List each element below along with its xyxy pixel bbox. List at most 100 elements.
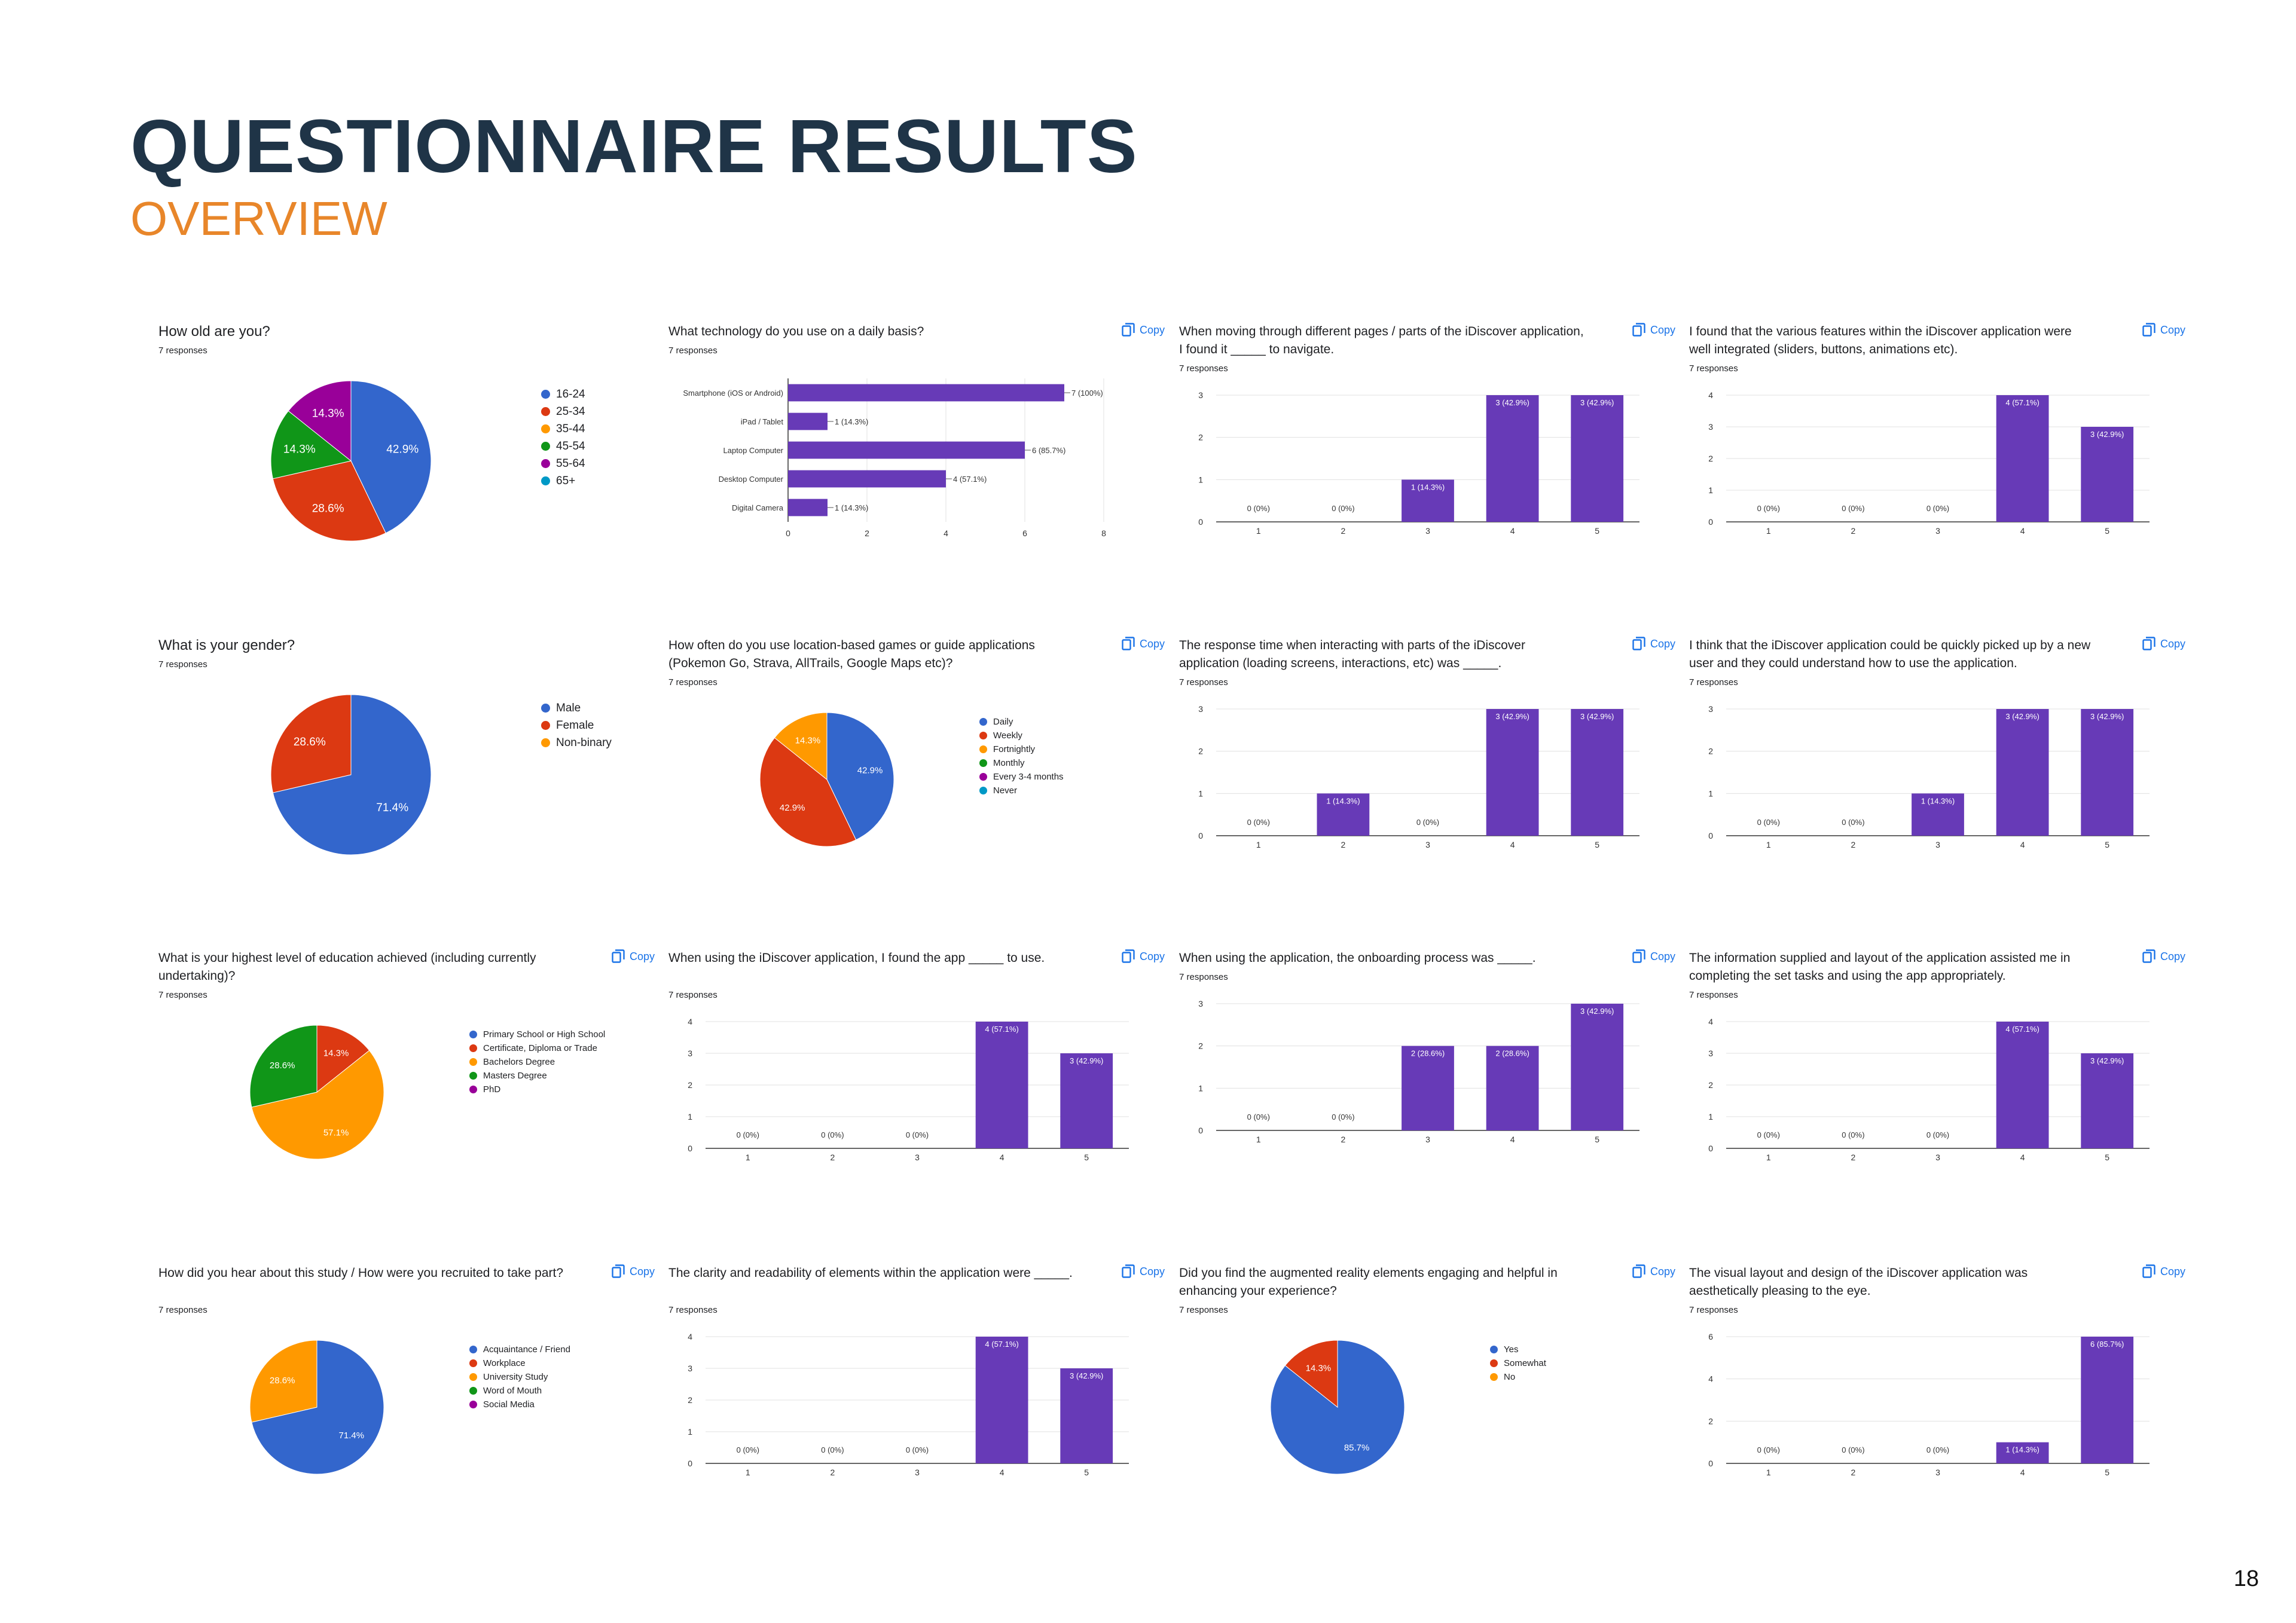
- slice-label: 28.6%: [270, 1060, 295, 1071]
- chart-title: When using the iDiscover application, I …: [668, 951, 1045, 965]
- pie-slice: [288, 380, 352, 462]
- bar: [1402, 1046, 1454, 1130]
- legend-swatch: [541, 407, 550, 416]
- response-count: 7 responses: [158, 1305, 207, 1315]
- copy-button[interactable]: Copy: [2142, 949, 2185, 964]
- legend-item: 65+: [541, 472, 585, 490]
- legend-swatch: [979, 773, 987, 781]
- x-tick-label: 6: [1022, 528, 1027, 538]
- legend-label: Fortnightly: [993, 744, 1036, 754]
- copy-button[interactable]: Copy: [2142, 323, 2185, 337]
- x-tick-label: 1: [1766, 1153, 1771, 1162]
- bar-chart: 0 1 2 3 0 (0%) 1 0 (0%) 2 1 (14.3%) 3 3 (42.9%) 4 3 …: [1198, 390, 1639, 536]
- chart-title: The visual layout and design of the iDis…: [1689, 1266, 2028, 1298]
- chart-card-onboarding: When using the application, the onboardi…: [1179, 949, 1681, 1242]
- pie-slice: [272, 694, 432, 855]
- chart-legend: Primary School or High School Certificate…: [469, 1028, 605, 1096]
- slice-label: 42.9%: [857, 766, 883, 776]
- copy-button[interactable]: Copy: [1122, 637, 1165, 651]
- chart-card-information_layout: The information supplied and layout of t…: [1689, 949, 2191, 1242]
- copy-icon: [2142, 637, 2155, 650]
- x-tick-label: 3: [1935, 1468, 1940, 1477]
- x-tick-label: 3: [1935, 526, 1940, 536]
- x-tick-label: 3: [1425, 526, 1430, 536]
- page-subtitle: OVERVIEW: [130, 192, 387, 245]
- bar-value-label: 0 (0%): [1332, 504, 1354, 513]
- copy-button[interactable]: Copy: [612, 1264, 655, 1279]
- y-tick-label: 3: [1198, 390, 1203, 400]
- pie-slice: [270, 694, 352, 793]
- legend-label: Monthly: [993, 758, 1025, 768]
- x-tick-label: 2: [865, 528, 869, 538]
- category-label: Smartphone (iOS or Android): [683, 389, 783, 398]
- chart-title: How often do you use location-based game…: [668, 638, 1035, 670]
- chart-legend: Yes Somewhat No: [1490, 1343, 1546, 1384]
- x-tick-label: 4: [1510, 526, 1515, 536]
- x-tick-label: 2: [831, 1153, 835, 1162]
- copy-icon: [1632, 949, 1645, 963]
- chart-title: Did you find the augmented reality eleme…: [1179, 1266, 1558, 1298]
- bar-value-label: 3 (42.9%): [2090, 430, 2124, 439]
- copy-button[interactable]: Copy: [1122, 1264, 1165, 1279]
- copy-label: Copy: [2160, 323, 2185, 336]
- y-tick-label: 0: [1708, 1459, 1713, 1468]
- legend-swatch: [469, 1044, 477, 1052]
- y-tick-label: 4: [688, 1332, 692, 1341]
- legend-swatch: [469, 1346, 477, 1353]
- bar: [2081, 1053, 2134, 1148]
- pie-chart: 42.9% 42.9% 14.3%: [759, 712, 894, 847]
- bar-chart: 0 2 4 6 0 (0%) 1 0 (0%) 2 0 (0%) 3 1 (14.3%) 4 6 (85…: [1708, 1332, 2150, 1477]
- response-count: 7 responses: [1689, 677, 1738, 687]
- legend-swatch: [541, 738, 550, 747]
- pie-slice: [316, 1025, 370, 1093]
- copy-button[interactable]: Copy: [2142, 637, 2185, 651]
- chart-card-visual_layout: The visual layout and design of the iDis…: [1689, 1264, 2191, 1557]
- x-tick-label: 3: [1425, 840, 1430, 849]
- copy-button[interactable]: Copy: [1632, 323, 1675, 337]
- response-count: 7 responses: [1179, 677, 1228, 687]
- chart-card-age: How old are you? 7 responses 42.9% 28.6% 14.…: [158, 323, 661, 616]
- copy-button[interactable]: Copy: [2142, 1264, 2185, 1279]
- bar-value-label: 0 (0%): [821, 1130, 844, 1139]
- copy-button[interactable]: Copy: [612, 949, 655, 964]
- chart-card-location_games: How often do you use location-based game…: [668, 637, 1171, 930]
- y-tick-label: 0: [1198, 517, 1203, 527]
- copy-button[interactable]: Copy: [1632, 637, 1675, 651]
- legend-swatch: [541, 424, 550, 433]
- response-count: 7 responses: [158, 346, 207, 356]
- bar-chart: 0 1 2 3 0 (0%) 1 1 (14.3%) 2 0 (0%) 3 3 (42.9%) 4 3 …: [1198, 704, 1639, 849]
- legend-item: Daily: [979, 715, 1064, 729]
- x-tick-label: 4: [1000, 1468, 1004, 1477]
- bar-value-label: 7 (100%): [1071, 389, 1103, 398]
- copy-button[interactable]: Copy: [1122, 949, 1165, 964]
- y-tick-label: 2: [1198, 747, 1203, 756]
- legend-label: Never: [993, 785, 1018, 796]
- copy-button[interactable]: Copy: [1122, 323, 1165, 337]
- copy-button[interactable]: Copy: [1632, 949, 1675, 964]
- bar: [1486, 1046, 1539, 1130]
- bar-value-label: 3 (42.9%): [1495, 712, 1529, 721]
- y-tick-label: 0: [1708, 517, 1713, 527]
- legend-label: 65+: [556, 474, 576, 487]
- y-tick-label: 1: [688, 1427, 692, 1436]
- bar-value-label: 0 (0%): [1757, 504, 1780, 513]
- bar-value-label: 3 (42.9%): [1580, 398, 1614, 407]
- bar-value-label: 0 (0%): [1757, 1130, 1780, 1139]
- chart-card-augmented_reality: Did you find the augmented reality eleme…: [1179, 1264, 1681, 1557]
- y-tick-label: 0: [1708, 1144, 1713, 1153]
- bar-value-label: 0 (0%): [1332, 1112, 1354, 1121]
- bar-value-label: 4 (57.1%): [985, 1340, 1018, 1349]
- bar-value-label: 1 (14.3%): [1411, 482, 1445, 491]
- legend-swatch: [469, 1058, 477, 1066]
- chart-title: I found that the various features within…: [1689, 325, 2072, 356]
- copy-label: Copy: [2160, 1265, 2185, 1277]
- y-tick-label: 1: [1198, 475, 1203, 484]
- copy-button[interactable]: Copy: [1632, 1264, 1675, 1279]
- bar-value-label: 2 (28.6%): [1495, 1049, 1529, 1058]
- legend-swatch: [469, 1401, 477, 1408]
- bar-value-label: 0 (0%): [1842, 1445, 1864, 1454]
- chart-title: How did you hear about this study / How …: [158, 1266, 564, 1280]
- bar-value-label: 0 (0%): [1247, 1112, 1270, 1121]
- bar-value-label: 2 (28.6%): [1411, 1049, 1445, 1058]
- bar-value-label: 6 (85.7%): [1032, 446, 1065, 455]
